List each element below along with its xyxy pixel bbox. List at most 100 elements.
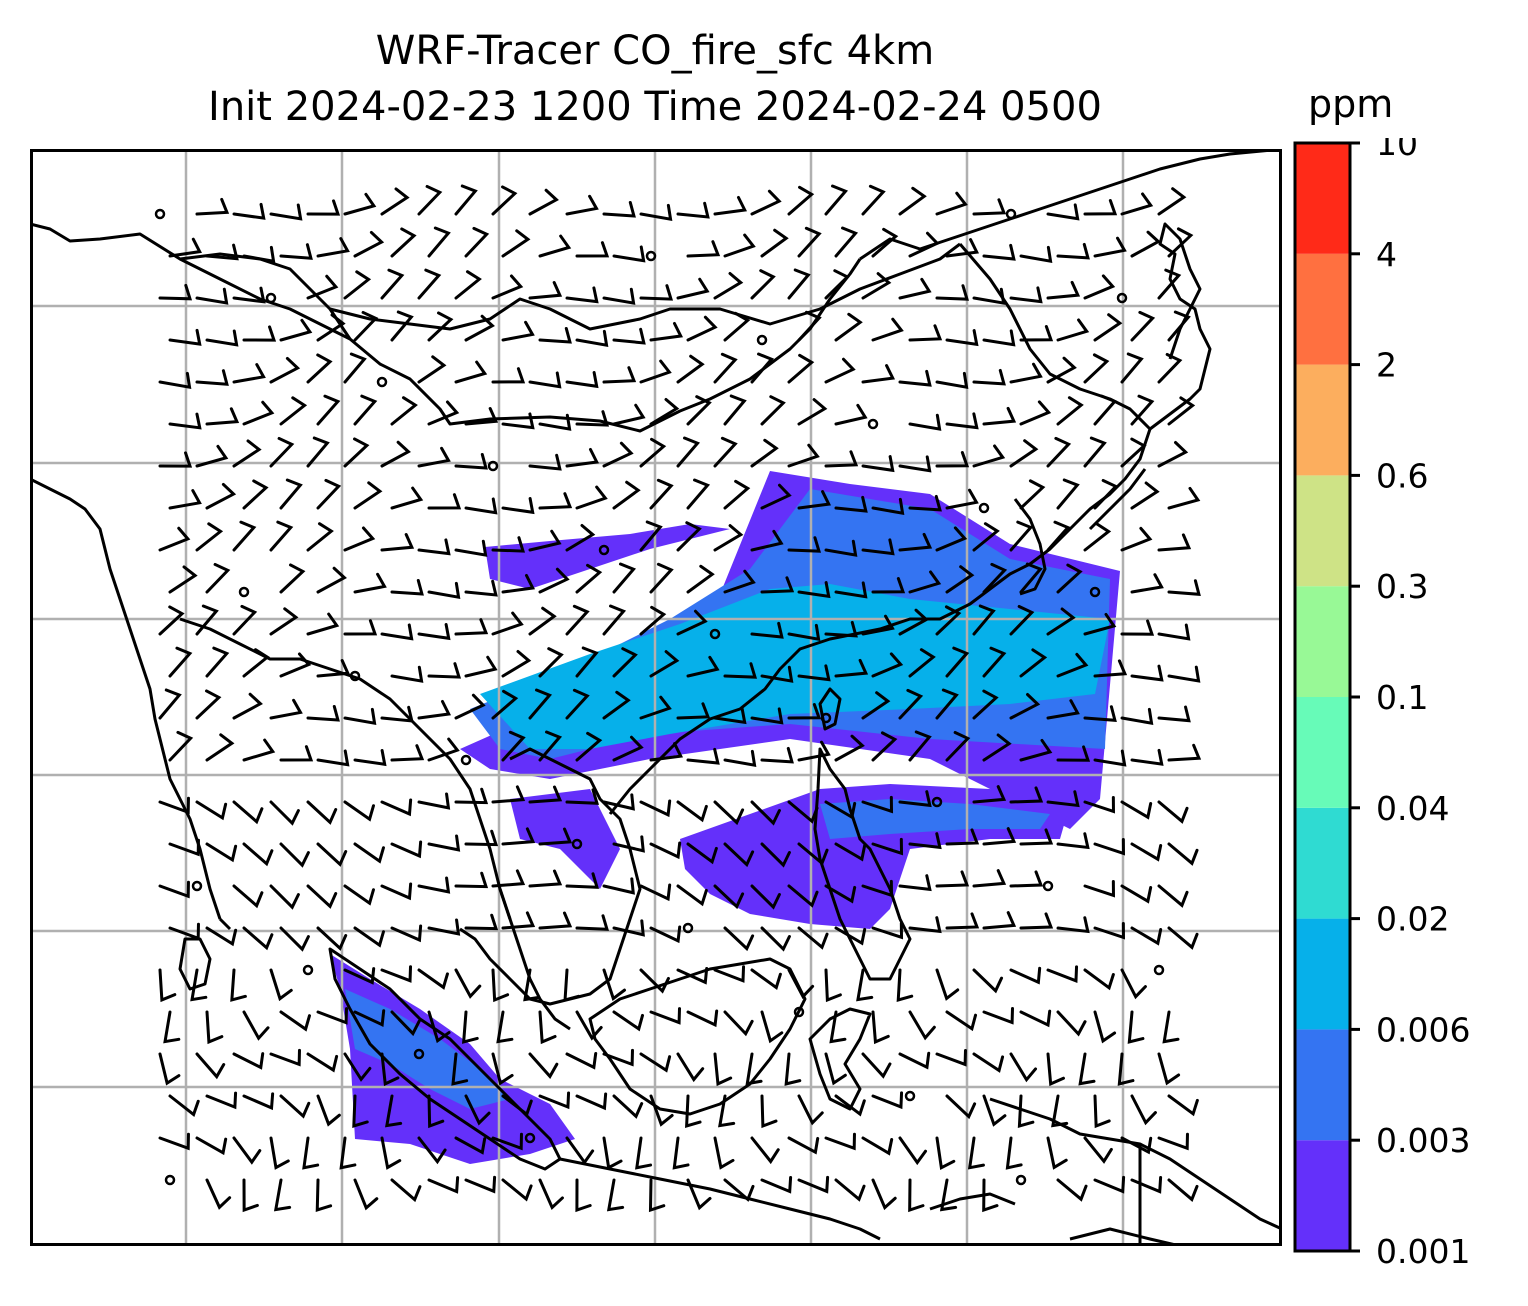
- wind-barb: [190, 968, 208, 1002]
- wind-barb: [269, 356, 301, 384]
- wind-barb: [501, 229, 531, 258]
- wind-barb: [1120, 968, 1147, 1000]
- wind-barb: [380, 965, 413, 983]
- wind-barb: [168, 489, 202, 510]
- wind-barb: [676, 609, 708, 636]
- wind-barb: [639, 203, 673, 222]
- wind-barb: [871, 1091, 904, 1110]
- wind-barb: [417, 268, 442, 300]
- wind-barb: [491, 968, 510, 1003]
- colorbar-segment: [1295, 1029, 1350, 1141]
- colorbar-segment: [1295, 475, 1350, 587]
- wind-barb: [972, 869, 1007, 888]
- wind-barb: [861, 614, 895, 636]
- wind-barb: [945, 1094, 977, 1120]
- wind-barb: [787, 185, 815, 216]
- wind-barb: [898, 532, 933, 552]
- wind-barb: [649, 841, 682, 860]
- wind-barb: [612, 327, 646, 345]
- wind-barb: [168, 922, 200, 941]
- wind-barb: [528, 453, 562, 471]
- colorbar-segment: [1295, 143, 1350, 254]
- wind-barb: [672, 1136, 690, 1170]
- wind-barb: [1046, 699, 1080, 720]
- wind-barb: [464, 655, 498, 678]
- wind-barb: [565, 872, 600, 889]
- wind-barb: [797, 842, 829, 866]
- wind-barb: [898, 874, 932, 892]
- wind-barb: [602, 793, 635, 811]
- wind-barb: [205, 926, 238, 947]
- wind-barb: [945, 1010, 978, 1032]
- wind-barb: [908, 648, 936, 678]
- wind-barb: [861, 364, 896, 384]
- wind-barb: [639, 883, 672, 902]
- wind-barb: [279, 318, 313, 342]
- wind-barb: [824, 1132, 856, 1151]
- colorbar-segment: [1295, 807, 1350, 919]
- wind-barb: [462, 1010, 479, 1044]
- wind-barb: [787, 968, 815, 1000]
- wind-barb: [380, 798, 413, 817]
- wind-barb: [834, 403, 868, 426]
- wind-barb: [1046, 280, 1081, 300]
- wind-barb: [1056, 478, 1080, 510]
- coast-northeast-asia: [859, 149, 1282, 261]
- wind-barb: [834, 1178, 866, 1202]
- calm-wind-marker: [1015, 1174, 1027, 1186]
- wind-barb: [713, 965, 746, 983]
- wind-barb: [242, 479, 269, 510]
- plume-east-mid: [820, 799, 1050, 839]
- wind-barb: [353, 749, 387, 767]
- wind-barb: [380, 1052, 400, 1087]
- wind-barb: [639, 359, 672, 384]
- wind-barb: [1167, 227, 1194, 258]
- wind-barb: [528, 188, 559, 216]
- wind-barb: [454, 968, 482, 999]
- wind-barb: [269, 1136, 290, 1170]
- wind-barbs: [154, 184, 1202, 1213]
- wind-barb: [528, 281, 563, 300]
- calm-wind-marker: [238, 586, 250, 598]
- wind-barb: [982, 1178, 999, 1213]
- wind-barb: [1130, 481, 1160, 510]
- wind-barb: [713, 800, 745, 826]
- wind-barb: [861, 272, 892, 300]
- wind-barb: [1009, 966, 1042, 985]
- wind-barb: [158, 1052, 181, 1086]
- wind-barb: [649, 562, 674, 594]
- wind-barb: [205, 646, 230, 678]
- wind-barb: [787, 1136, 820, 1155]
- wind-barb: [195, 197, 230, 216]
- wind-barb: [935, 526, 968, 552]
- wind-barb: [352, 1094, 369, 1129]
- wind-barb: [723, 479, 751, 510]
- wind-barb: [1009, 1052, 1038, 1083]
- wind-barb: [1056, 745, 1091, 762]
- colorbar-tick-label: 4: [1376, 235, 1397, 274]
- wind-barb: [824, 968, 842, 1003]
- wind-barb: [834, 842, 867, 862]
- wind-barb: [1093, 478, 1119, 510]
- wind-barb: [343, 1052, 372, 1082]
- wind-barb: [982, 243, 1016, 261]
- wind-barb: [427, 662, 462, 679]
- plume-north-high: [480, 584, 1110, 749]
- wind-barb: [982, 911, 1017, 930]
- wind-barb: [834, 226, 859, 258]
- wind-barb: [158, 371, 192, 390]
- coast-indochina: [459, 747, 642, 1006]
- wind-barb: [353, 1178, 379, 1211]
- calm-wind-marker: [867, 418, 879, 430]
- wind-barb: [565, 447, 600, 468]
- wind-barb: [417, 623, 451, 641]
- wind-barb: [565, 788, 600, 805]
- wind-barb: [1157, 352, 1183, 384]
- wind-barb: [563, 968, 581, 1002]
- wind-barb: [713, 195, 748, 216]
- wind-barb: [649, 321, 684, 342]
- wind-barb: [158, 451, 193, 468]
- wind-barb: [723, 662, 758, 679]
- wind-barb: [824, 620, 858, 638]
- wind-barb: [945, 730, 971, 762]
